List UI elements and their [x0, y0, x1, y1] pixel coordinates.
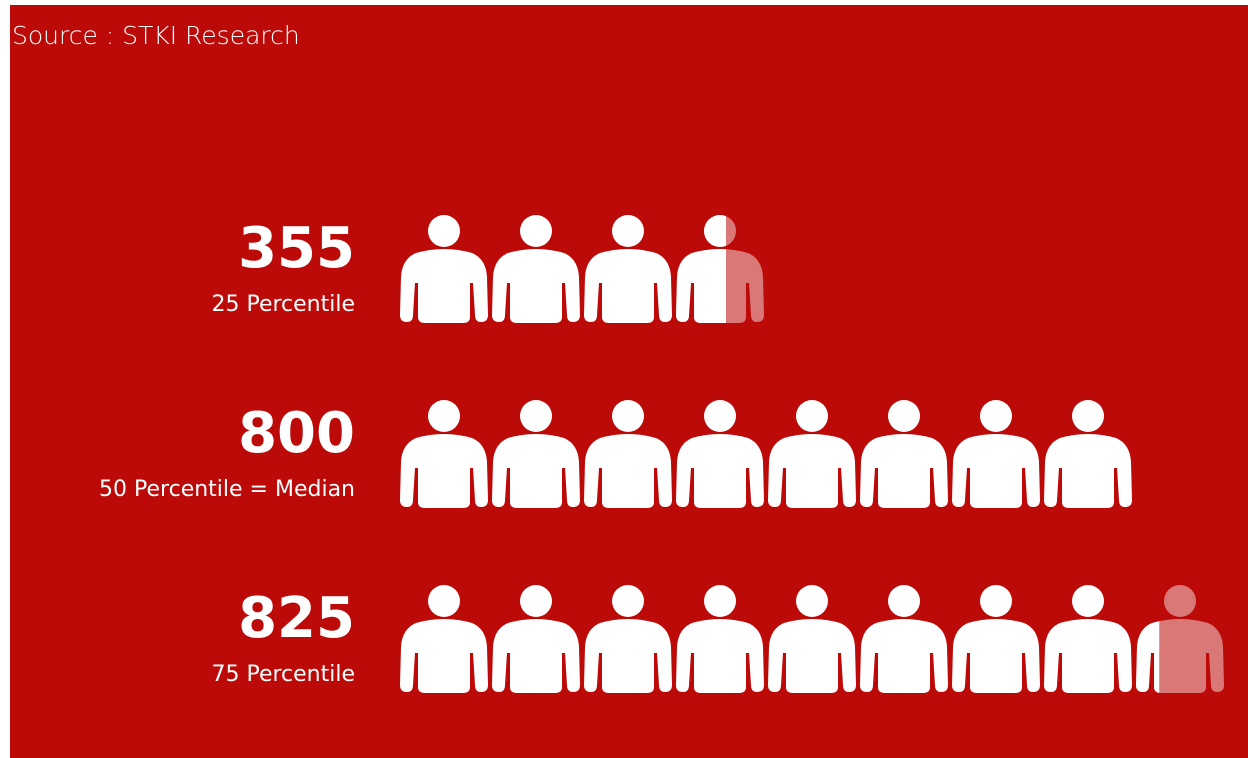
value-label: 800 — [238, 401, 355, 466]
value-label: 355 — [238, 216, 355, 281]
category-label: 75 Percentile — [211, 662, 355, 687]
source: Source : STKI Research — [12, 21, 300, 50]
category-label: 50 Percentile = Median — [99, 477, 355, 502]
value-label: 825 — [238, 586, 355, 651]
category-label: 25 Percentile — [211, 292, 355, 317]
